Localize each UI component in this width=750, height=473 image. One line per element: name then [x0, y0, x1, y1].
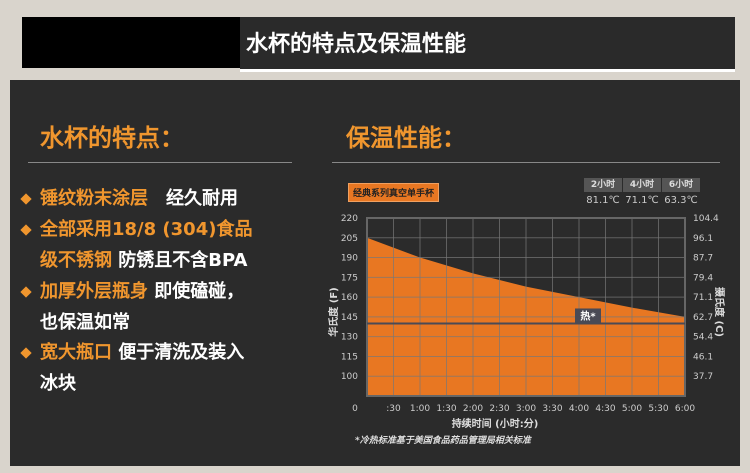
y-tick-label: 220 [341, 214, 358, 224]
y2-tick-label: 54.4 [693, 333, 713, 343]
x-tick-label: 3:30 [542, 404, 562, 414]
feature-highlight: 加厚外层瓶身 [40, 281, 148, 302]
product-tag: 经典系列真空单手杯 [348, 183, 440, 202]
x-tick-label: :30 [386, 404, 401, 414]
y-tick-label: 205 [341, 234, 358, 244]
feature-item: 加厚外层瓶身 即使磕碰， 也保温如常 [20, 276, 245, 338]
y-tick-label: 160 [341, 293, 358, 303]
feature-highlight: 全部采用18/8 (304)食品 [40, 219, 253, 240]
y2-tick-label: 87.7 [693, 254, 713, 264]
temp-col-2h: 2小时 81.1℃ [584, 178, 622, 206]
y2-tick-label: 104.4 [693, 214, 719, 224]
y-tick-label: 145 [341, 313, 358, 323]
y2-tick-label: 62.7 [693, 313, 713, 323]
x-tick-label: 4:00 [569, 404, 589, 414]
x-tick-label: 0 [352, 404, 358, 414]
temp-value: 63.3℃ [664, 195, 698, 206]
plot-border [366, 217, 686, 397]
divider [28, 162, 292, 163]
x-tick-label: 4:30 [595, 404, 615, 414]
x-tick-label: 2:30 [489, 404, 509, 414]
divider [332, 162, 720, 163]
x-axis-title: 持续时间 (小时:分) [452, 417, 539, 430]
x-tick-label: 2:00 [463, 404, 483, 414]
feature-text: 冰块 [40, 373, 76, 394]
x-tick-label: 1:30 [436, 404, 456, 414]
y2-tick-label: 46.1 [693, 352, 713, 362]
temp-header: 2小时 [584, 178, 622, 192]
x-tick-label: 1:00 [410, 404, 430, 414]
x-tick-label: 5:00 [622, 404, 642, 414]
page-title: 水杯的特点及保温性能 [240, 17, 735, 72]
x-tick-label: 3:00 [516, 404, 536, 414]
y2-tick-label: 71.1 [693, 293, 713, 303]
y-tick-label: 100 [341, 372, 358, 382]
feature-text: 防锈且不含BPA [112, 250, 248, 271]
y2-tick-label: 37.7 [693, 372, 713, 382]
temp-header: 6小时 [662, 178, 700, 192]
x-tick-label: 5:30 [648, 404, 668, 414]
temp-col-6h: 6小时 63.3℃ [662, 178, 700, 206]
y2-axis-title: 摄氏度 (C) [713, 287, 726, 337]
y-axis-title: 华氏度 (F) [327, 287, 340, 336]
temp-value: 81.1℃ [586, 195, 620, 206]
footnote: *冷热标准基于美国食品药品管理局相关标准 [355, 436, 531, 446]
feature-text: 即使磕碰， [148, 281, 245, 302]
threshold-label-bg [575, 308, 601, 324]
temp-col-4h: 4小时 71.1℃ [623, 178, 661, 206]
y-tick-label: 115 [341, 352, 358, 362]
feature-item: 宽大瓶口 便于清洗及装入冰块 [20, 337, 245, 399]
feature-text: 也保温如常 [40, 312, 130, 333]
feature-text: 便于清洗及装入 [112, 342, 245, 363]
temp-value: 71.1℃ [625, 195, 659, 206]
feature-item: 全部采用18/8 (304)食品 级不锈钢 防锈且不含BPA [20, 214, 253, 276]
threshold-label: 热* [580, 309, 596, 322]
y-tick-label: 130 [341, 333, 358, 343]
feature-highlight: 宽大瓶口 [40, 342, 112, 363]
y2-tick-label: 96.1 [693, 234, 713, 244]
y-tick-label: 190 [341, 254, 358, 264]
y-tick-label: 175 [341, 273, 358, 283]
x-tick-label: 6:00 [675, 404, 695, 414]
y2-tick-label: 79.4 [693, 273, 713, 283]
feature-item: 锤纹粉末涂层 经久耐用 [20, 183, 238, 214]
feature-highlight: 级不锈钢 [40, 250, 112, 271]
feature-text: 经久耐用 [148, 188, 238, 209]
temp-header: 4小时 [623, 178, 661, 192]
features-title: 水杯的特点： [40, 124, 184, 152]
header-redaction [22, 17, 240, 68]
insulation-title: 保温性能： [346, 124, 466, 152]
feature-highlight: 锤纹粉末涂层 [40, 188, 148, 209]
